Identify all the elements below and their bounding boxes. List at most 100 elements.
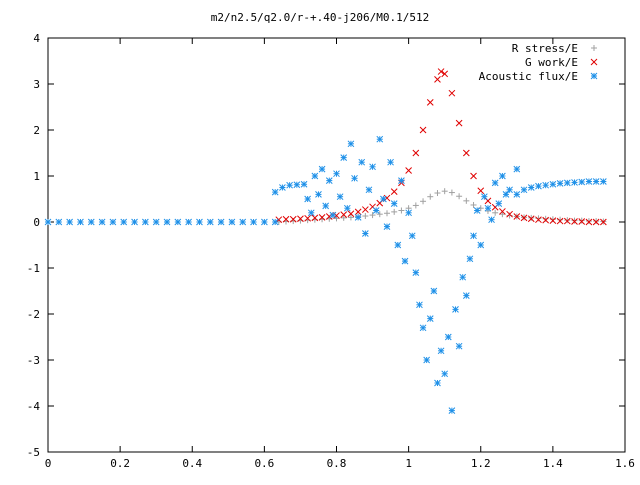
- data-point: [300, 180, 308, 188]
- data-point: [427, 193, 434, 200]
- data-point: [286, 181, 293, 189]
- data-point: [542, 181, 550, 189]
- data-point: [196, 218, 203, 226]
- data-point: [405, 167, 412, 174]
- data-point: [452, 306, 459, 313]
- data-point: [228, 218, 236, 226]
- data-point: [304, 195, 312, 203]
- data-point: [120, 218, 128, 226]
- data-point: [556, 217, 564, 225]
- data-point: [520, 214, 528, 222]
- data-point: [261, 218, 268, 226]
- x-tick-label: 1: [405, 457, 412, 470]
- y-tick-label: 2: [33, 124, 40, 137]
- data-point: [325, 177, 333, 184]
- series-acoustic-flux-e: [44, 135, 607, 414]
- data-point: [484, 204, 492, 212]
- data-point: [131, 218, 138, 226]
- data-point: [600, 218, 607, 226]
- data-point: [437, 347, 445, 355]
- data-point: [426, 99, 434, 106]
- data-point: [549, 180, 557, 188]
- data-point: [304, 214, 312, 222]
- marks-layer: [44, 68, 607, 414]
- data-point: [506, 212, 513, 219]
- y-tick-label: 0: [33, 216, 40, 229]
- data-point: [542, 216, 550, 224]
- data-point: [420, 198, 427, 205]
- data-point: [412, 149, 420, 157]
- data-point: [585, 218, 593, 226]
- data-point: [492, 209, 499, 216]
- data-point: [502, 191, 510, 198]
- data-point: [383, 223, 391, 230]
- data-point: [563, 217, 571, 225]
- data-point: [448, 89, 456, 97]
- data-point: [217, 218, 225, 226]
- data-point: [322, 202, 330, 210]
- data-point: [369, 212, 376, 219]
- data-point: [271, 188, 279, 196]
- data-point: [473, 207, 481, 214]
- data-point: [499, 208, 506, 215]
- data-point: [318, 165, 326, 173]
- data-point: [513, 191, 521, 198]
- data-point: [347, 214, 354, 221]
- data-point: [347, 210, 355, 218]
- data-point: [499, 211, 506, 218]
- data-point: [430, 287, 438, 295]
- data-point: [466, 255, 474, 263]
- data-point: [535, 216, 542, 224]
- data-point: [578, 178, 586, 186]
- data-point: [412, 202, 419, 209]
- y-tick-label: 4: [33, 32, 40, 45]
- data-point: [434, 379, 441, 387]
- data-point: [506, 210, 513, 218]
- data-point: [513, 213, 521, 220]
- data-point: [444, 333, 452, 341]
- y-tick-label: -4: [27, 400, 41, 413]
- data-point: [390, 188, 398, 195]
- data-point: [462, 149, 470, 157]
- data-point: [491, 179, 499, 187]
- data-point: [593, 218, 600, 225]
- legend-marker: [590, 72, 598, 80]
- data-point: [549, 216, 556, 223]
- data-point: [405, 209, 412, 217]
- data-point: [408, 232, 416, 240]
- data-point: [441, 370, 449, 378]
- x-tick-label: 1.4: [543, 457, 563, 470]
- data-point: [499, 172, 506, 180]
- data-point: [152, 218, 160, 226]
- data-point: [571, 217, 578, 224]
- data-point: [527, 184, 535, 191]
- data-point: [361, 206, 369, 213]
- data-point: [293, 181, 301, 189]
- data-point: [98, 218, 106, 226]
- y-tick-label: -2: [27, 308, 40, 321]
- y-tick-label: 3: [33, 78, 40, 91]
- data-point: [307, 209, 315, 217]
- data-point: [419, 126, 427, 134]
- data-point: [528, 214, 535, 221]
- legend-item: R stress/E: [512, 42, 597, 55]
- legend-label: Acoustic flux/E: [479, 70, 578, 83]
- data-point: [77, 218, 84, 226]
- data-point: [325, 213, 333, 220]
- data-point: [535, 215, 542, 222]
- data-point: [271, 218, 279, 226]
- data-point: [354, 214, 362, 221]
- data-point: [470, 201, 477, 208]
- data-point: [513, 165, 521, 173]
- data-point: [535, 182, 542, 190]
- data-point: [380, 195, 387, 203]
- data-point: [437, 68, 445, 75]
- chart-title: m2/n2.5/q2.0/r-+.40-j206/M0.1/512: [211, 11, 430, 24]
- y-tick-label: 1: [33, 170, 40, 183]
- data-point: [448, 407, 456, 414]
- data-point: [557, 216, 564, 223]
- data-point: [44, 218, 52, 226]
- data-point: [315, 191, 322, 198]
